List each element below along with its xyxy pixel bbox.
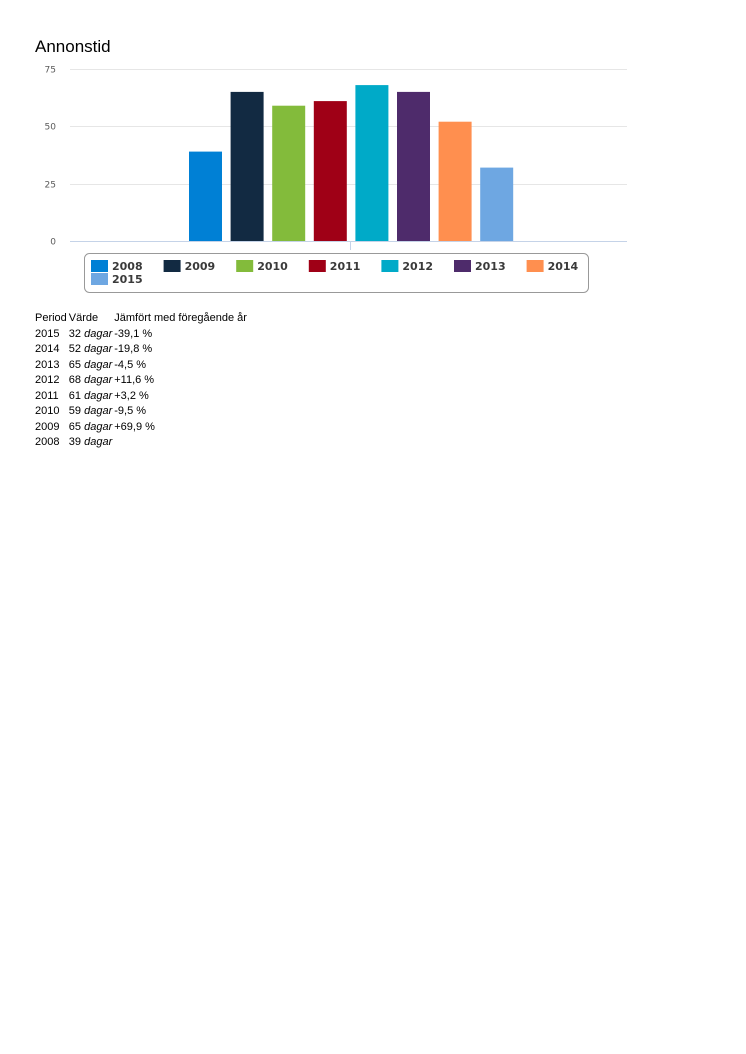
- data-table: Period Värde Jämfört med föregående år 2…: [35, 311, 249, 451]
- cell-period: 2013: [35, 358, 60, 371]
- y-tick-label-0: 0: [50, 238, 56, 248]
- cell-change: [114, 435, 249, 451]
- bar-2011: [313, 101, 347, 241]
- y-tick-label-50: 50: [45, 123, 57, 133]
- cell-change: -19,8 %: [114, 343, 153, 355]
- bar-2009: [230, 91, 264, 242]
- value-number: 59: [68, 405, 85, 417]
- value-unit: dagar: [84, 389, 113, 402]
- legend-swatch-2015: [91, 273, 108, 285]
- y-tick-label-75: 75: [45, 66, 56, 76]
- cell-value: 65 dagar: [69, 358, 114, 374]
- legend-swatch-2010: [236, 260, 254, 272]
- chart-grid: [70, 69, 627, 250]
- legend-label-2010: 2010: [257, 260, 288, 273]
- legend-swatch-2011: [308, 260, 326, 272]
- value-unit: dagar: [84, 358, 113, 371]
- bar-2008: [189, 151, 222, 241]
- table-row: 2009 65 dagar +69,9 %: [35, 420, 249, 436]
- table-header-row: Period Värde Jämfört med föregående år: [35, 311, 249, 327]
- table-row: 2010 59 dagar -9,5 %: [35, 404, 249, 420]
- legend-swatch-2012: [381, 260, 399, 272]
- table-row: 2011 61 dagar +3,2 %: [35, 389, 249, 405]
- cell-period: 2009: [35, 420, 60, 433]
- cell-period: 2015: [35, 327, 60, 340]
- value-unit: dagar: [84, 405, 113, 417]
- table-row: 2008 39 dagar: [35, 435, 249, 451]
- header-period: Period: [35, 312, 67, 324]
- y-axis-tick-labels: 0 25 50 75: [45, 66, 57, 248]
- legend-label-2011: 2011: [330, 260, 361, 273]
- value-number: 39: [68, 436, 85, 448]
- cell-period: 2008: [35, 436, 60, 448]
- legend-label-2015: 2015: [112, 273, 143, 286]
- page-title: Annonstid: [35, 37, 111, 56]
- cell-value: 68 dagar: [69, 373, 114, 389]
- y-tick-label-25: 25: [45, 181, 56, 191]
- legend-label-2013: 2013: [475, 260, 506, 273]
- legend-swatch-2009: [163, 260, 181, 272]
- cell-change: -39,1 %: [114, 327, 153, 340]
- legend-swatch-2008: [91, 260, 108, 272]
- table-row: 2015 32 dagar -39,1 %: [35, 327, 249, 343]
- value-number: 32: [68, 327, 85, 340]
- chart-legend: 2008 2009 2010 2011 2012 2013 2014 2015: [84, 253, 589, 293]
- bar-2014: [438, 121, 472, 241]
- cell-value: 52 dagar: [69, 342, 114, 358]
- cell-period: 2011: [35, 389, 59, 402]
- cell-change: +69,9 %: [114, 420, 155, 433]
- value-unit: dagar: [84, 436, 113, 448]
- cell-period: 2014: [35, 343, 60, 355]
- value-number: 65: [68, 420, 85, 433]
- bar-2010: [272, 105, 306, 241]
- cell-value: 65 dagar: [69, 420, 114, 436]
- bar-chart: 0 25 50 75 2008 2009 2010 2011 2012 2013 2014 2015: [45, 66, 627, 293]
- table-row: 2014 52 dagar -19,8 %: [35, 342, 249, 358]
- value-number: 65: [68, 358, 85, 371]
- cell-change: +3,2 %: [114, 389, 149, 402]
- value-number: 52: [68, 343, 85, 355]
- cell-value: 39 dagar: [69, 435, 114, 451]
- legend-label-2014: 2014: [548, 260, 579, 273]
- header-change: Jämfört med föregående år: [114, 312, 247, 324]
- legend-swatch-2013: [454, 260, 471, 272]
- value-unit: dagar: [84, 327, 113, 340]
- cell-period: 2010: [35, 405, 60, 417]
- value-unit: dagar: [84, 420, 113, 433]
- cell-change: -4,5 %: [114, 358, 147, 371]
- cell-value: 59 dagar: [69, 404, 114, 420]
- legend-label-2009: 2009: [185, 260, 216, 273]
- bar-2012: [355, 85, 389, 241]
- chart-bars: [189, 85, 514, 242]
- bar-2015: [480, 167, 514, 241]
- cell-value: 61 dagar: [69, 389, 114, 405]
- legend-label-2008: 2008: [112, 260, 143, 273]
- value-number: 61: [68, 389, 85, 402]
- cell-value: 32 dagar: [69, 327, 114, 343]
- table-row: 2012 68 dagar +11,6 %: [35, 373, 249, 389]
- legend-swatch-2014: [526, 260, 544, 272]
- header-value: Värde: [68, 312, 99, 324]
- legend-label-2012: 2012: [402, 260, 433, 273]
- cell-change: -9,5 %: [114, 405, 147, 417]
- table-row: 2013 65 dagar -4,5 %: [35, 358, 249, 374]
- value-unit: dagar: [84, 343, 113, 355]
- cell-change: +11,6 %: [114, 374, 155, 386]
- value-number: 68: [68, 374, 85, 386]
- cell-period: 2012: [35, 374, 60, 386]
- value-unit: dagar: [84, 374, 113, 386]
- bar-2013: [397, 91, 430, 242]
